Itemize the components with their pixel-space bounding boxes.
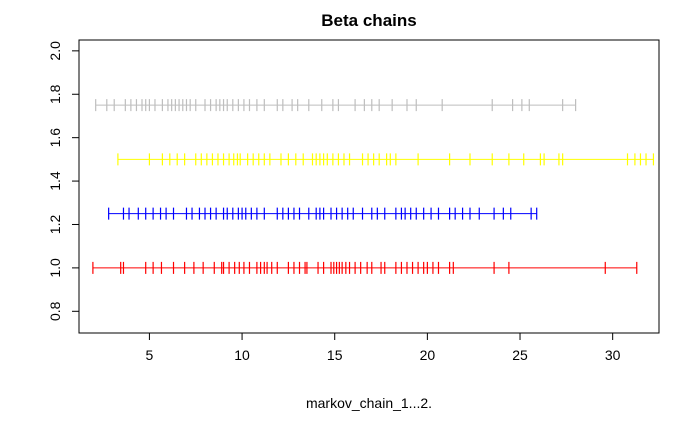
series-layer	[92, 99, 655, 274]
x-tick-label: 25	[512, 347, 528, 363]
x-tick-label: 15	[327, 347, 343, 363]
series-0	[92, 261, 638, 274]
chart-title: Beta chains	[321, 11, 416, 30]
x-axis-title: markov_chain_1...2.	[306, 395, 432, 411]
series-2	[117, 153, 655, 166]
x-tick-label: 30	[605, 347, 621, 363]
x-tick-label: 5	[146, 347, 154, 363]
y-axis: 0.8 1.0 1.2 1.4 1.6 1.8 2.0	[47, 41, 80, 321]
y-tick-label: 2.0	[47, 41, 63, 61]
plot-frame	[78, 39, 660, 334]
y-tick-label: 1.6	[47, 128, 63, 148]
y-tick-label: 1.0	[47, 258, 63, 278]
y-tick-label: 0.8	[47, 301, 63, 321]
series-3	[95, 99, 577, 112]
y-tick-label: 1.8	[47, 84, 63, 104]
x-tick-label: 20	[420, 347, 436, 363]
y-tick-label: 1.4	[47, 171, 63, 191]
x-axis: 5 10 15 20 25 30	[146, 332, 621, 363]
y-tick-label: 1.2	[47, 215, 63, 235]
x-tick-label: 10	[234, 347, 250, 363]
series-1	[108, 207, 538, 220]
